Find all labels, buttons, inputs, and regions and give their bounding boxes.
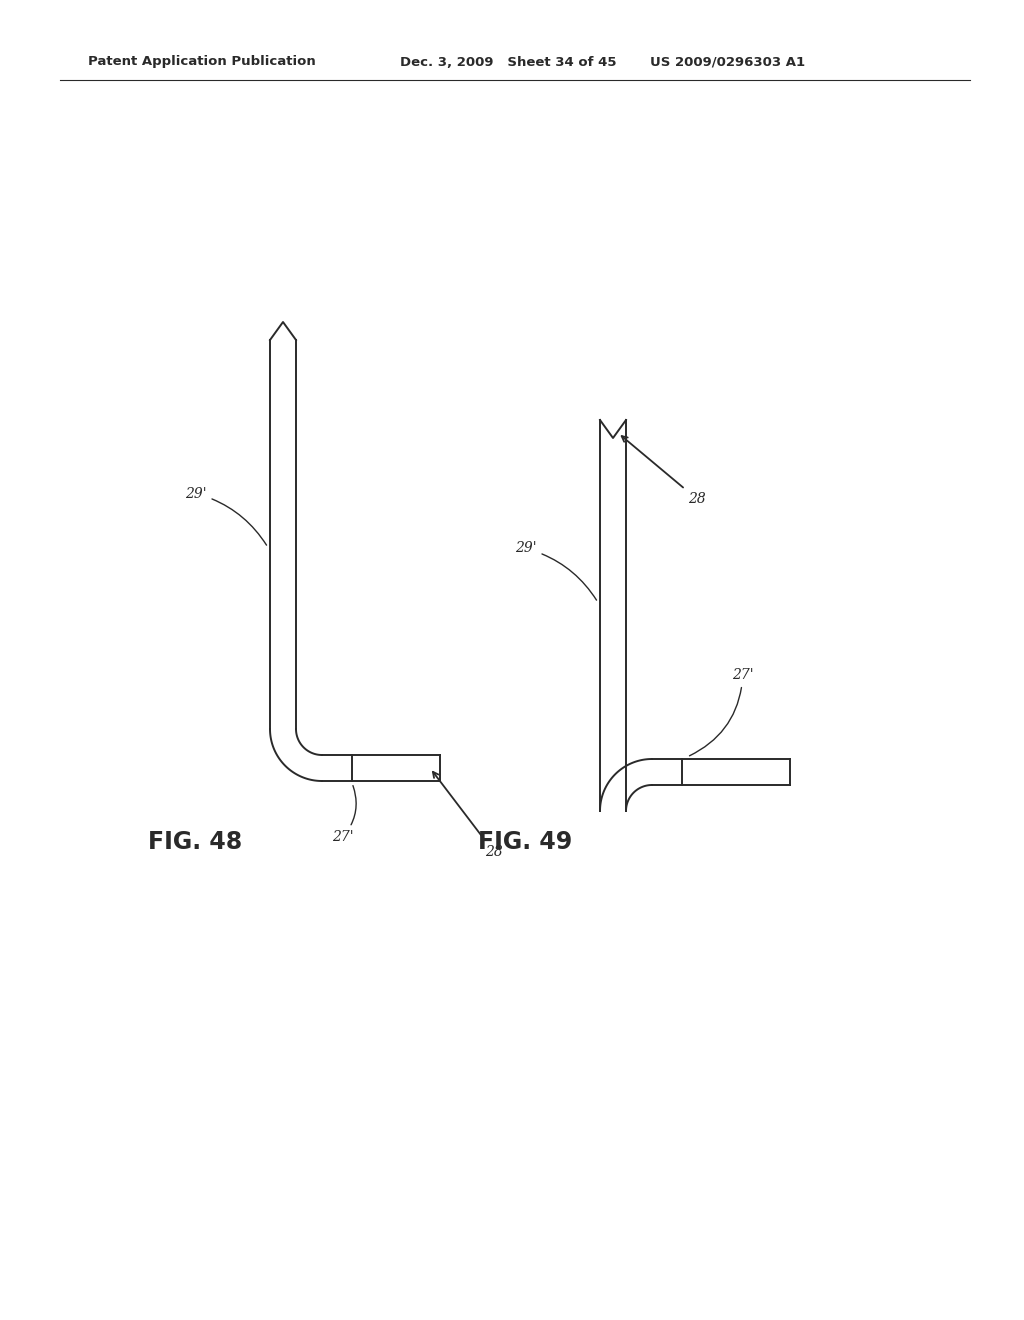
Text: 27': 27' [689, 668, 754, 756]
Text: 29': 29' [515, 541, 597, 601]
Text: FIG. 49: FIG. 49 [478, 830, 572, 854]
Text: 27': 27' [332, 785, 356, 843]
Text: FIG. 48: FIG. 48 [148, 830, 243, 854]
Text: 28: 28 [622, 436, 706, 506]
Text: Patent Application Publication: Patent Application Publication [88, 55, 315, 69]
Text: 29': 29' [185, 487, 266, 545]
Text: Dec. 3, 2009   Sheet 34 of 45: Dec. 3, 2009 Sheet 34 of 45 [400, 55, 616, 69]
Text: 28: 28 [433, 772, 503, 859]
Text: US 2009/0296303 A1: US 2009/0296303 A1 [650, 55, 805, 69]
